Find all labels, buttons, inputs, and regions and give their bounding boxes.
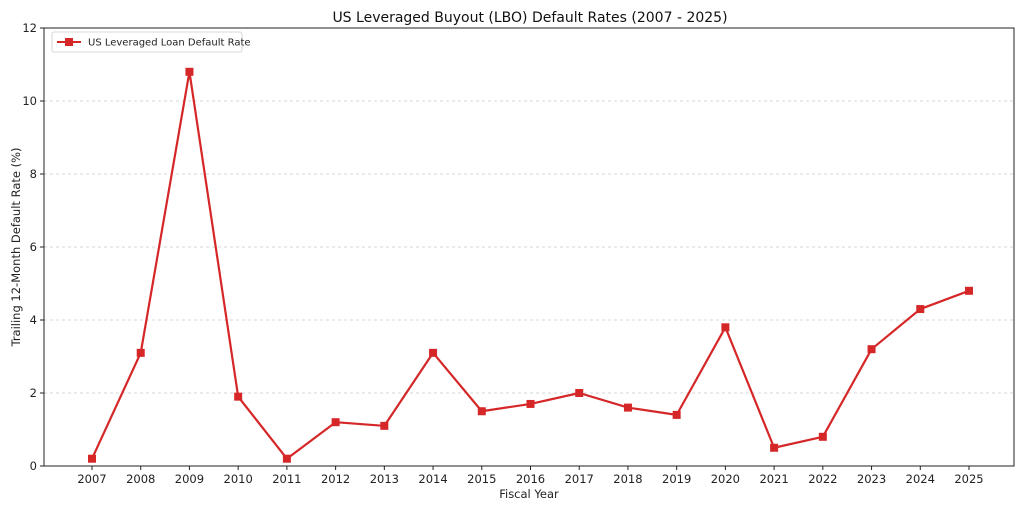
x-tick-label: 2020 [711,472,740,486]
x-axis-label: Fiscal Year [499,487,559,501]
x-tick-label: 2013 [370,472,399,486]
x-tick-label: 2016 [516,472,545,486]
y-axis-label: Trailing 12-Month Default Rate (%) [9,147,23,347]
x-tick-label: 2011 [272,472,301,486]
y-tick-label: 8 [30,167,37,181]
series-layer [88,67,973,463]
y-tick-label: 6 [30,240,37,254]
legend-box [51,31,243,53]
data-point-marker [380,421,389,430]
x-tick-label: 2018 [613,472,642,486]
data-point-marker [965,286,973,295]
x-tick-label: 2024 [906,472,935,486]
x-tick-label: 2017 [565,472,594,486]
x-tick-label: 2015 [467,472,496,486]
x-tick-label: 2021 [759,472,788,486]
data-point-marker [136,348,145,357]
data-point-marker [721,323,730,332]
x-axis-ticks: 2007 2008 2009 2010 2011 2012 2013 2014 2015 2016… [77,466,984,486]
x-tick-label: 2025 [954,472,983,486]
data-point-marker [185,67,194,76]
x-tick-label: 2009 [175,472,204,486]
y-tick-label: 4 [30,313,37,327]
legend-marker-swatch [65,38,73,46]
y-tick-label: 2 [30,386,37,400]
y-axis-ticks: 0 2 4 6 8 10 12 [22,21,44,473]
data-point-marker [331,418,340,427]
x-tick-label: 2023 [857,472,886,486]
data-point-marker [818,432,827,441]
data-point-marker [282,454,291,463]
x-tick-label: 2007 [77,472,106,486]
x-tick-label: 2012 [321,472,350,486]
data-point-marker [88,454,96,463]
x-tick-label: 2010 [224,472,253,486]
data-point-marker [770,443,779,452]
x-tick-label: 2019 [662,472,691,486]
x-tick-label: 2022 [808,472,837,486]
legend-label: US Leveraged Loan Default Rate [88,38,251,49]
data-point-marker [477,407,486,416]
legend: US Leveraged Loan Default Rate [51,31,251,53]
chart-title: US Leveraged Buyout (LBO) Default Rates … [332,10,727,26]
data-point-marker [429,348,438,357]
data-point-marker [672,410,681,419]
y-tick-label: 12 [22,21,37,35]
data-point-marker [867,345,876,354]
data-point-marker [575,389,584,397]
data-point-marker [526,399,535,408]
y-tick-label: 0 [30,459,37,473]
x-tick-label: 2014 [418,472,447,486]
data-point-marker [623,403,632,412]
data-point-marker [234,392,243,401]
x-tick-label: 2008 [126,472,155,486]
y-tick-label: 10 [22,94,37,108]
data-point-marker [916,305,925,314]
